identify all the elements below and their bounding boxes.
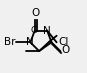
Text: O: O	[31, 8, 40, 18]
Text: Br: Br	[4, 37, 16, 47]
Text: N: N	[43, 26, 51, 36]
Text: C: C	[31, 26, 37, 35]
Text: N: N	[26, 37, 34, 47]
Text: O: O	[62, 45, 70, 55]
Text: Cl: Cl	[58, 37, 68, 47]
